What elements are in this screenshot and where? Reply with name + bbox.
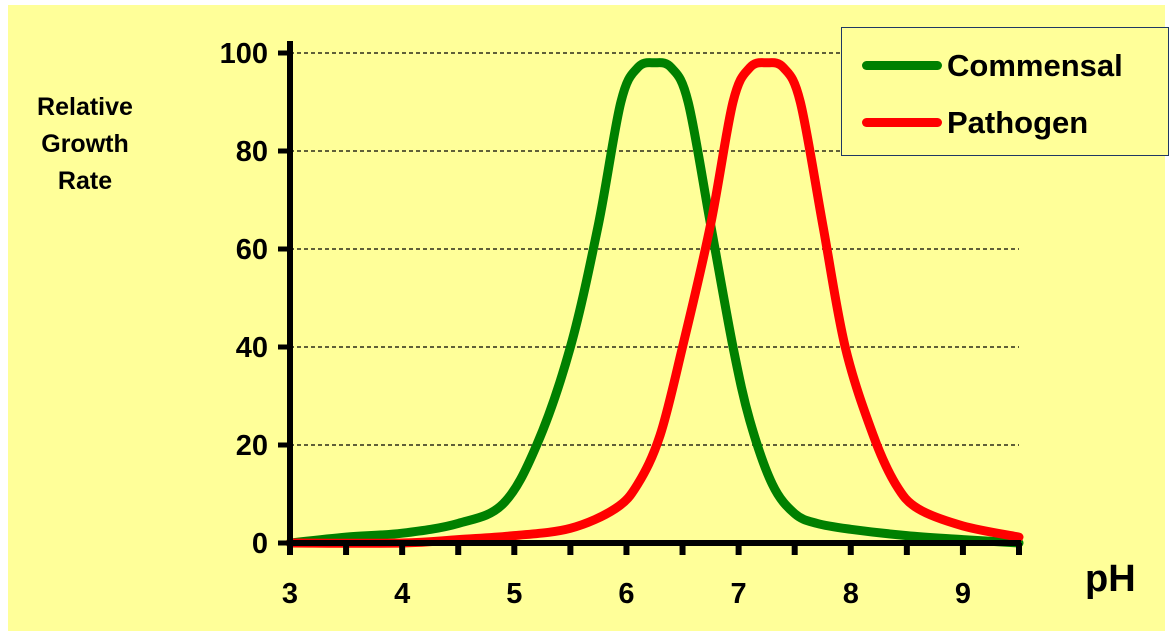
legend-label-commensal: Commensal — [947, 48, 1123, 83]
y-tick-label-40: 40 — [236, 332, 268, 364]
y-tick-label-80: 80 — [236, 136, 268, 168]
chart-panel: 0 20 40 60 80 100 3 4 5 6 7 8 9 pH Relative Growth R… — [8, 5, 1169, 631]
y-tick-label-0: 0 — [252, 528, 268, 560]
x-tick-label-7: 7 — [731, 578, 747, 610]
y-axis-label-line-3: Rate — [57, 167, 113, 195]
x-tick-label-3: 3 — [282, 578, 298, 610]
x-tick-label-4: 4 — [394, 578, 410, 610]
x-axis-label: pH — [1085, 558, 1136, 600]
x-tick-label-9: 9 — [955, 578, 971, 610]
y-tick-label-100: 100 — [220, 38, 268, 70]
legend-item-commensal: Commensal — [842, 46, 1168, 86]
x-tick-label-5: 5 — [506, 578, 522, 610]
series-line-pathogen — [285, 58, 1024, 548]
axes — [278, 41, 1022, 555]
y-axis-label-line-1: Relative — [37, 93, 133, 121]
y-axis-label-line-2: Growth — [41, 130, 129, 158]
legend-label-pathogen: Pathogen — [947, 105, 1089, 140]
line-chart: 0 20 40 60 80 100 3 4 5 6 7 8 9 pH — [220, 38, 1136, 610]
series-line-commensal — [285, 58, 1024, 548]
x-tick-label-8: 8 — [843, 578, 859, 610]
legend-swatch-commensal — [862, 61, 942, 70]
legend: Commensal Pathogen — [841, 27, 1169, 156]
legend-swatch-pathogen — [862, 118, 942, 127]
legend-item-pathogen: Pathogen — [842, 103, 1168, 143]
series-lines — [285, 58, 1024, 548]
tick-labels: 0 20 40 60 80 100 3 4 5 6 7 8 9 — [220, 38, 971, 610]
y-tick-label-20: 20 — [236, 430, 268, 462]
x-tick-label-6: 6 — [618, 578, 634, 610]
y-tick-label-60: 60 — [236, 234, 268, 266]
